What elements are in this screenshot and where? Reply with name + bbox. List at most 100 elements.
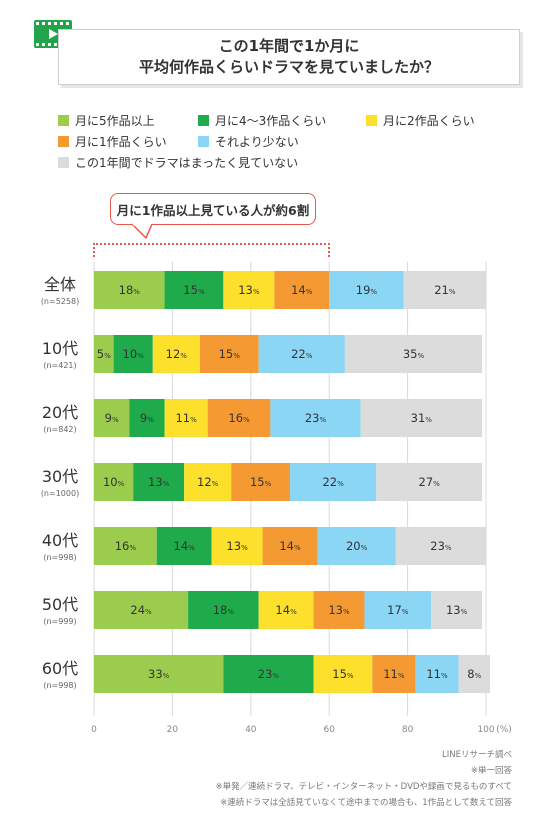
data-label: 10% xyxy=(103,475,125,489)
data-label: 24% xyxy=(130,603,152,617)
data-label: 11% xyxy=(426,667,448,681)
bar-segment xyxy=(313,655,373,693)
bar-segment xyxy=(270,399,361,437)
callout-bubble: 月に1作品以上見ている人が約6割 xyxy=(110,193,316,225)
bar-segment xyxy=(262,527,318,565)
data-label: 14% xyxy=(174,539,196,553)
bar-segment xyxy=(164,271,224,309)
bar-segment xyxy=(317,527,396,565)
bar-segment xyxy=(223,271,275,309)
bar-segment xyxy=(364,591,432,629)
data-label: 13% xyxy=(328,603,350,617)
data-label: 22% xyxy=(291,347,313,361)
bar-segment xyxy=(231,463,290,501)
bar-segment xyxy=(94,527,157,565)
bar-segment xyxy=(376,463,483,501)
data-label: 9% xyxy=(140,411,154,425)
legend-label: 月に1作品くらい xyxy=(75,135,167,149)
bar-segment xyxy=(207,399,271,437)
bar-segment xyxy=(94,655,224,693)
legend-label: 月に4～3作品くらい xyxy=(215,114,327,128)
bar-segment xyxy=(211,527,263,565)
bar-segment xyxy=(164,399,208,437)
x-tick-label: 20 xyxy=(167,725,179,735)
bar-segment xyxy=(395,527,486,565)
bar-segment xyxy=(129,399,165,437)
footnote: ※連続ドラマは全話見ていなくて途中までの場合も、1作品として数えて回答 xyxy=(220,798,512,808)
callout-text: 月に1作品以上見ている人が約6割 xyxy=(116,202,310,218)
bar-segment xyxy=(199,335,259,373)
legend-swatch xyxy=(58,157,69,168)
data-label: 23% xyxy=(430,539,452,553)
bar-segment xyxy=(94,399,130,437)
data-label: 5% xyxy=(97,347,111,361)
data-label: 31% xyxy=(411,411,433,425)
legend-item: この1年間でドラマはまったく見ていない xyxy=(58,154,298,171)
category-n-label: (n=998) xyxy=(43,553,76,562)
legend-label: この1年間でドラマはまったく見ていない xyxy=(75,156,299,170)
legend-swatch xyxy=(58,136,69,147)
footnote: ※単発／連続ドラマ、テレビ・インターネット・DVDや録画で見るものすべて xyxy=(215,782,512,792)
category-label: 60代 xyxy=(42,659,78,678)
bar-segment xyxy=(372,655,416,693)
category-label: 10代 xyxy=(42,339,78,358)
data-label: 10% xyxy=(123,347,145,361)
legend-item: 月に4～3作品くらい xyxy=(198,112,326,129)
data-label: 14% xyxy=(275,603,297,617)
bar-segment xyxy=(94,591,189,629)
legend-item: 月に5作品以上 xyxy=(58,112,155,129)
x-tick-label: 0 xyxy=(91,725,97,735)
legend-item: 月に1作品くらい xyxy=(58,133,167,150)
data-label: 13% xyxy=(226,539,248,553)
bar-segment xyxy=(133,463,185,501)
data-label: 23% xyxy=(258,667,280,681)
data-label: 15% xyxy=(219,347,241,361)
legend-item: それより少ない xyxy=(198,133,299,150)
data-label: 27% xyxy=(419,475,441,489)
chart-title-line2: 平均何作品くらいドラマを見ていましたか？ xyxy=(138,58,439,76)
bar-segment xyxy=(188,591,259,629)
data-label: 14% xyxy=(291,283,313,297)
category-label: 30代 xyxy=(42,467,78,486)
bar-segment xyxy=(313,591,365,629)
bar-segment xyxy=(458,655,490,693)
bar-segment xyxy=(223,655,314,693)
x-tick-label: 80 xyxy=(402,725,414,735)
legend-label: それより少ない xyxy=(215,135,299,149)
legend-label: 月に5作品以上 xyxy=(75,114,155,128)
data-label: 18% xyxy=(213,603,235,617)
data-label: 14% xyxy=(279,539,301,553)
data-label: 8% xyxy=(467,667,481,681)
category-label: 50代 xyxy=(42,595,78,614)
x-tick-label: 40 xyxy=(245,725,257,735)
category-n-label: (n=421) xyxy=(43,361,76,370)
data-label: 20% xyxy=(346,539,368,553)
data-label: 23% xyxy=(305,411,327,425)
data-label: 15% xyxy=(183,283,205,297)
legend-swatch xyxy=(58,115,69,126)
data-label: 18% xyxy=(119,283,141,297)
data-label: 17% xyxy=(387,603,409,617)
bar-segment xyxy=(329,271,404,309)
category-n-label: (n=842) xyxy=(43,425,76,434)
data-label: 15% xyxy=(250,475,272,489)
chart-title-line1: この1年間で1か月に xyxy=(218,37,360,55)
bar-segment xyxy=(431,591,483,629)
data-label: 13% xyxy=(446,603,468,617)
data-label: 11% xyxy=(175,411,197,425)
data-label: 11% xyxy=(383,667,405,681)
data-label: 9% xyxy=(105,411,119,425)
category-n-label: (n=999) xyxy=(43,617,76,626)
data-label: 13% xyxy=(148,475,170,489)
x-axis-unit: (%) xyxy=(496,725,512,735)
chart-title: この1年間で1か月に 平均何作品くらいドラマを見ていましたか？ xyxy=(58,29,520,85)
category-n-label: (n=998) xyxy=(43,681,76,690)
data-label: 33% xyxy=(148,667,170,681)
legend-item: 月に2作品くらい xyxy=(366,112,475,129)
category-n-label: (n=5258) xyxy=(41,297,79,306)
bar-segment xyxy=(156,527,212,565)
data-label: 15% xyxy=(332,667,354,681)
data-label: 16% xyxy=(228,411,250,425)
bar-segment xyxy=(113,335,153,373)
